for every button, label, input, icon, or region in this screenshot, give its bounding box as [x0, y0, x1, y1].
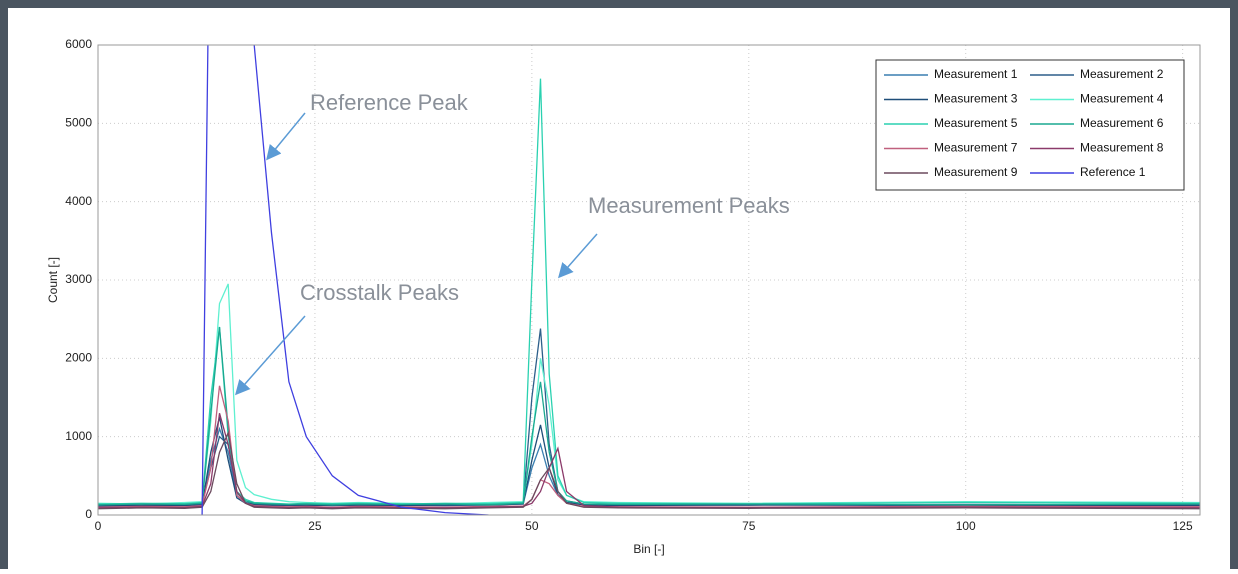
legend-label: Measurement 5 — [934, 116, 1018, 130]
x-tick-label: 100 — [956, 519, 976, 533]
x-axis-label: Bin [-] — [633, 542, 664, 556]
annotation: Crosstalk Peaks — [300, 280, 459, 305]
x-tick-label: 25 — [308, 519, 322, 533]
series-line — [98, 416, 1200, 508]
legend-label: Measurement 1 — [934, 67, 1018, 81]
series-line — [98, 413, 1200, 509]
x-tick-label: 50 — [525, 519, 539, 533]
plot-border — [97, 44, 1201, 516]
y-tick-label: 4000 — [65, 194, 92, 208]
legend-label: Measurement 9 — [934, 165, 1018, 179]
y-tick-label: 3000 — [65, 272, 92, 286]
x-tick-label: 125 — [1173, 519, 1193, 533]
y-tick-label: 0 — [85, 507, 92, 521]
annotation-arrow — [558, 233, 598, 279]
y-tick-label: 1000 — [65, 429, 92, 443]
legend-label: Measurement 2 — [1080, 67, 1164, 81]
annotation: Measurement Peaks — [588, 193, 790, 218]
legend — [875, 59, 1185, 191]
y-axis-label: Count [-] — [46, 257, 60, 303]
y-tick-label: 5000 — [65, 116, 92, 130]
annotation-arrow — [266, 112, 306, 161]
legend-label: Measurement 6 — [1080, 116, 1164, 130]
x-tick-label: 0 — [95, 519, 102, 533]
legend-label: Measurement 7 — [934, 141, 1018, 155]
legend-label: Reference 1 — [1080, 165, 1146, 179]
legend-label: Measurement 4 — [1080, 92, 1164, 106]
annotation-arrow — [235, 315, 306, 396]
y-tick-label: 2000 — [65, 351, 92, 365]
legend-label: Measurement 3 — [934, 92, 1018, 106]
legend-label: Measurement 8 — [1080, 141, 1164, 155]
series-line — [98, 430, 1200, 510]
annotation: Reference Peak — [310, 90, 469, 115]
x-tick-label: 75 — [742, 519, 756, 533]
series-line — [98, 326, 1200, 506]
y-tick-label: 6000 — [65, 37, 92, 51]
series-line — [201, 45, 489, 515]
